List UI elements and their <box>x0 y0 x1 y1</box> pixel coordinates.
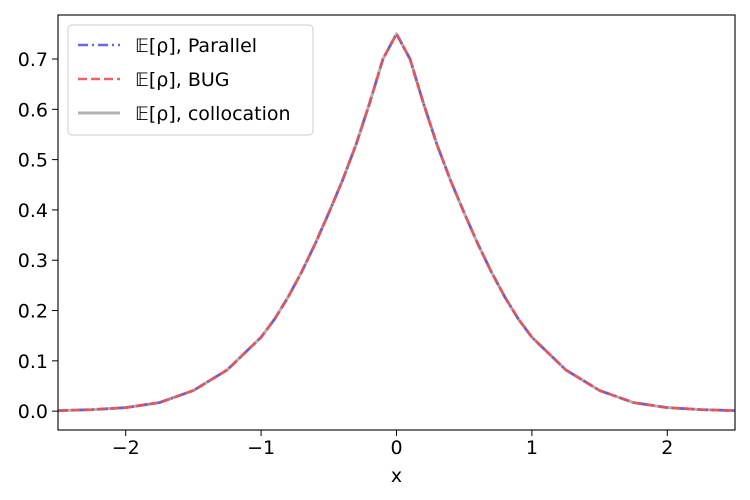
legend-label-1: 𝔼[ρ], BUG <box>135 69 230 91</box>
legend-label-2: 𝔼[ρ], collocation <box>135 103 291 125</box>
series-line-1 <box>57 32 736 412</box>
x-tick-label: −1 <box>247 437 275 459</box>
x-tick-label: 2 <box>661 437 673 459</box>
x-tick-label: 0 <box>390 437 402 459</box>
x-tick-label: −2 <box>112 437 140 459</box>
y-tick-label: 0.5 <box>18 150 48 172</box>
legend: 𝔼[ρ], Parallel 𝔼[ρ], BUG 𝔼[ρ], collocation <box>67 24 314 136</box>
x-tick-label: 1 <box>526 437 538 459</box>
y-tick-label: 0.2 <box>18 301 48 323</box>
legend-box <box>67 24 314 136</box>
y-tick-label: 0.1 <box>18 351 48 373</box>
x-axis-label: x <box>391 465 402 487</box>
y-tick-label: 0.3 <box>18 250 48 272</box>
y-tick-label: 0.7 <box>18 49 48 71</box>
x-axis: −2 −1 0 1 2 <box>112 430 673 459</box>
y-tick-label: 0.6 <box>18 99 48 121</box>
y-axis: 0.0 0.1 0.2 0.3 0.4 0.5 0.6 0.7 <box>18 49 58 423</box>
legend-label-0: 𝔼[ρ], Parallel <box>135 35 257 57</box>
y-tick-label: 0.4 <box>18 200 48 222</box>
y-tick-label: 0.0 <box>18 401 48 423</box>
series-layer <box>57 32 736 413</box>
